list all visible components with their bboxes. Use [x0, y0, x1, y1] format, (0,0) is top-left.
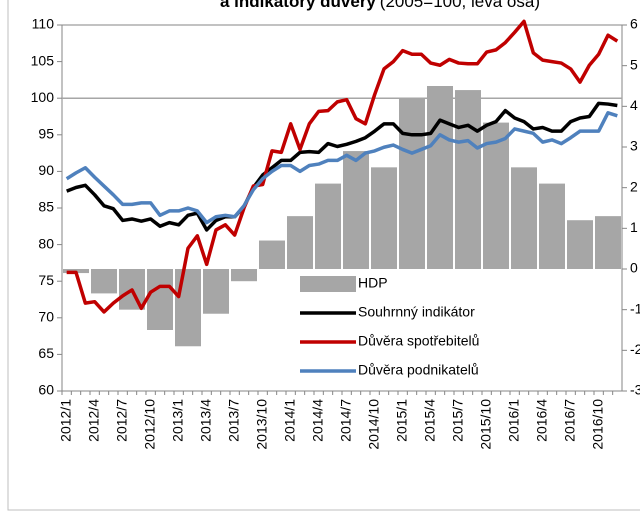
bar [91, 269, 117, 294]
y2-tick-label: 5 [630, 56, 638, 72]
y-tick-label: 60 [38, 382, 54, 398]
bar [231, 269, 257, 282]
y-tick-label: 85 [38, 199, 54, 215]
bar [427, 86, 453, 269]
x-tick-label: 2013/1 [169, 399, 185, 442]
bar [567, 220, 593, 269]
y2-tick-label: 6 [630, 16, 638, 32]
y2-tick-label: -1 [630, 300, 640, 316]
legend-label: Souhrnný indikátor [358, 304, 475, 320]
y-tick-label: 75 [38, 272, 54, 288]
bar [259, 240, 285, 269]
chart-title: a indikátory důvěry [220, 0, 376, 11]
x-tick-label: 2014/4 [309, 399, 325, 442]
y2-tick-label: 2 [630, 178, 638, 194]
line [66, 101, 618, 232]
bar [175, 269, 201, 347]
bar [343, 151, 369, 269]
x-tick-label: 2012/4 [85, 399, 101, 442]
x-tick-label: 2016/4 [533, 399, 549, 442]
x-tick-label: 2015/4 [421, 399, 437, 442]
bar [539, 183, 565, 269]
x-tick-label: 2013/10 [253, 399, 269, 450]
bar [371, 167, 397, 269]
chart-title-note: (2005=100, levá osa) [380, 0, 540, 11]
x-tick-label: 2012/10 [141, 399, 157, 450]
x-tick-label: 2015/10 [477, 399, 493, 450]
bar [315, 183, 341, 269]
y2-tick-label: -2 [630, 341, 640, 357]
legend: HDP Souhrnný indikátor Důvěra spotřebitelů… [298, 270, 498, 390]
x-tick-label: 2015/7 [449, 399, 465, 442]
legend-label: HDP [358, 275, 388, 291]
y-tick-label: 105 [31, 52, 55, 68]
legend-label: Důvěra podnikatelů [358, 362, 479, 378]
x-tick-label: 2015/1 [393, 399, 409, 442]
x-tick-label: 2016/7 [561, 399, 577, 442]
bar [399, 98, 425, 269]
y-tick-label: 95 [38, 126, 54, 142]
legend-swatch [300, 276, 356, 292]
x-tick-label: 2012/7 [113, 399, 129, 442]
y-tick-label: 65 [38, 345, 54, 361]
x-tick-label: 2012/1 [57, 399, 73, 442]
x-tick-label: 2014/10 [365, 399, 381, 450]
y-tick-label: 80 [38, 235, 54, 251]
y2-tick-label: -3 [630, 382, 640, 398]
x-tick-label: 2013/7 [225, 399, 241, 442]
y2-tick-label: 4 [630, 97, 638, 113]
bar [455, 90, 481, 269]
y-tick-label: 90 [38, 162, 54, 178]
y2-tick-label: 0 [630, 260, 638, 276]
y-tick-label: 110 [32, 16, 55, 32]
bar [483, 122, 509, 269]
y2-tick-label: 3 [630, 138, 638, 154]
y2-tick-label: 1 [630, 219, 638, 235]
chart-title-group: a indikátory důvěry (2005=100, levá osa) [220, 0, 540, 11]
x-tick-label: 2016/10 [589, 399, 605, 450]
line [66, 19, 619, 314]
line [65, 111, 618, 225]
y-tick-label: 100 [31, 89, 55, 105]
x-tick-label: 2014/7 [337, 399, 353, 442]
bar [203, 269, 229, 314]
legend-label: Důvěra spotřebitelů [358, 333, 479, 349]
chart-border [7, 0, 640, 511]
bar [511, 167, 537, 269]
x-tick-label: 2016/1 [505, 399, 521, 442]
x-tick-label: 2014/1 [281, 399, 297, 442]
bar [147, 269, 173, 330]
y-tick-label: 70 [38, 309, 54, 325]
bar [287, 216, 313, 269]
bar [595, 216, 621, 269]
x-tick-label: 2013/4 [197, 399, 213, 442]
